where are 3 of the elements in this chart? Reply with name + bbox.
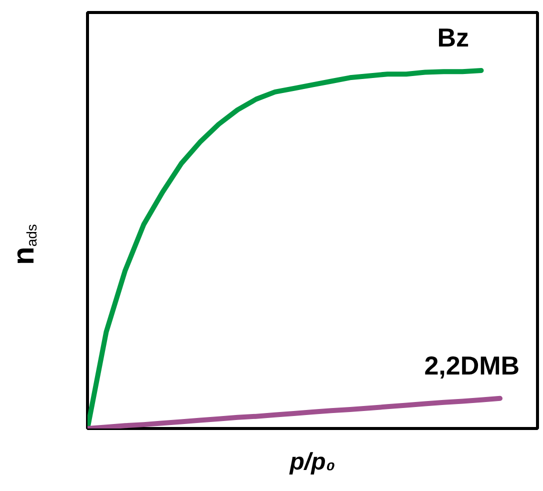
series-label: 2,2DMB (424, 350, 520, 380)
x-axis-title: p/p₀ (288, 448, 336, 476)
series-label: Bz (437, 22, 470, 52)
